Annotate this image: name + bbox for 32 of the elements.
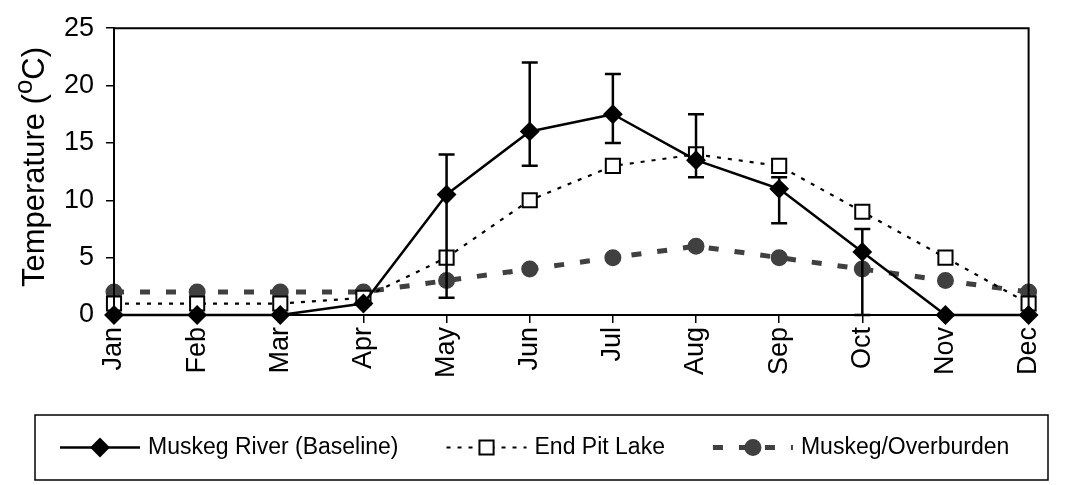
x-tick-label: Mar (263, 326, 294, 374)
x-tick-label: Apr (346, 327, 377, 370)
x-tick-label: Oct (845, 326, 876, 370)
point (353, 294, 373, 314)
y-tick-label: 0 (78, 298, 94, 329)
x-tick-label: Jun (513, 327, 544, 371)
point (770, 249, 788, 267)
x-tick-label: Feb (180, 327, 211, 374)
y-tick-label: 10 (63, 183, 94, 214)
x-tick-label: Nov (928, 326, 959, 376)
legend-label: Muskeg/Overburden (800, 432, 1010, 459)
x-tick-label: Jan (97, 327, 128, 371)
point (854, 203, 871, 220)
point (936, 272, 954, 290)
point (521, 192, 538, 209)
point (521, 260, 539, 278)
point (687, 237, 705, 255)
point (937, 249, 954, 266)
y-tick-label: 25 (63, 11, 94, 42)
point (771, 157, 788, 174)
x-tick-label: May (430, 326, 461, 379)
legend-label: End Pit Lake (534, 432, 665, 459)
point (604, 249, 622, 267)
y-tick-label: 5 (78, 241, 94, 272)
y-tick-label: 20 (63, 69, 94, 100)
point (604, 157, 621, 174)
x-tick-label: Jul (596, 327, 627, 362)
y-tick-label: 15 (63, 126, 94, 157)
x-tick-label: Dec (1012, 327, 1043, 376)
x-tick-label: Sep (762, 327, 793, 376)
x-tick-label: Aug (679, 327, 710, 376)
legend-label: Muskeg River (Baseline) (148, 432, 399, 459)
